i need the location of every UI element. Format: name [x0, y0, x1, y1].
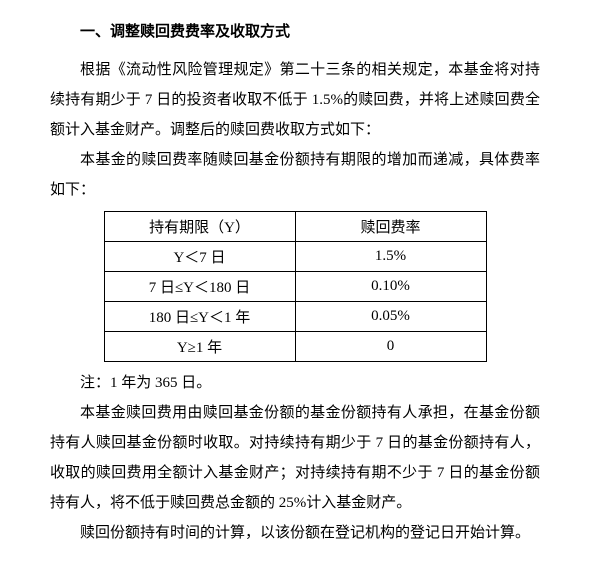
table-row: 7 日≤Y＜180 日 0.10%	[104, 272, 486, 302]
section-heading: 一、调整赎回费费率及收取方式	[50, 20, 540, 41]
header-holding-period: 持有期限（Y）	[104, 212, 295, 242]
cell-rate: 0.10%	[295, 272, 486, 302]
paragraph-4: 赎回份额持有时间的计算，以该份额在登记机构的登记日开始计算。	[50, 518, 540, 548]
cell-period: 180 日≤Y＜1 年	[104, 302, 295, 332]
paragraph-1: 根据《流动性风险管理规定》第二十三条的相关规定，本基金将对持续持有期少于 7 日…	[50, 55, 540, 145]
cell-rate: 0	[295, 332, 486, 362]
table-row: 180 日≤Y＜1 年 0.05%	[104, 302, 486, 332]
table-note: 注：1 年为 365 日。	[50, 368, 540, 398]
paragraph-3: 本基金赎回费用由赎回基金份额的基金份额持有人承担，在基金份额持有人赎回基金份额时…	[50, 398, 540, 518]
fee-rate-table: 持有期限（Y） 赎回费率 Y＜7 日 1.5% 7 日≤Y＜180 日 0.10…	[104, 211, 487, 362]
cell-period: Y＜7 日	[104, 242, 295, 272]
table-row: Y≥1 年 0	[104, 332, 486, 362]
cell-period: Y≥1 年	[104, 332, 295, 362]
table-header-row: 持有期限（Y） 赎回费率	[104, 212, 486, 242]
document-page: 一、调整赎回费费率及收取方式 根据《流动性风险管理规定》第二十三条的相关规定，本…	[0, 0, 590, 568]
cell-rate: 1.5%	[295, 242, 486, 272]
header-fee-rate: 赎回费率	[295, 212, 486, 242]
cell-period: 7 日≤Y＜180 日	[104, 272, 295, 302]
table-row: Y＜7 日 1.5%	[104, 242, 486, 272]
cell-rate: 0.05%	[295, 302, 486, 332]
paragraph-2: 本基金的赎回费率随赎回基金份额持有期限的增加而递减，具体费率如下：	[50, 145, 540, 205]
